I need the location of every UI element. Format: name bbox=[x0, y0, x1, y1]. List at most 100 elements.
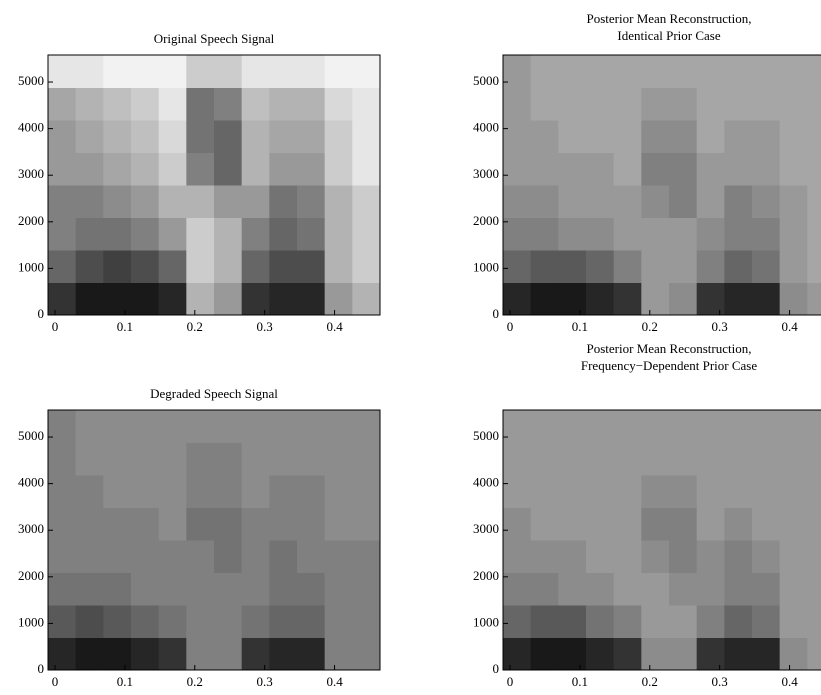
spectrogram-cell bbox=[558, 410, 587, 443]
x-tick-label: 0.1 bbox=[117, 674, 133, 689]
spectrogram-cell bbox=[641, 410, 670, 443]
spectrogram-cell bbox=[131, 572, 160, 606]
spectrogram-cell bbox=[503, 217, 532, 251]
spectrogram-cell bbox=[186, 282, 215, 316]
spectrogram-cell bbox=[297, 475, 326, 508]
spectrogram-cell bbox=[297, 540, 326, 573]
spectrogram-cell bbox=[214, 572, 243, 606]
spectrogram-cell bbox=[324, 475, 353, 508]
spectrogram-cell bbox=[669, 282, 698, 316]
spectrogram-cell bbox=[269, 605, 298, 638]
spectrogram-cell bbox=[241, 637, 270, 671]
spectrogram-cell bbox=[586, 55, 615, 88]
spectrogram-cell bbox=[269, 410, 298, 443]
x-tick-label: 0 bbox=[52, 674, 59, 689]
y-tick-label: 3000 bbox=[18, 166, 44, 181]
spectrogram-cell bbox=[669, 87, 698, 121]
spectrogram-cell bbox=[75, 185, 104, 218]
spectrogram-cell bbox=[530, 540, 559, 573]
spectrogram-cell bbox=[48, 605, 77, 638]
spectrogram-cell bbox=[269, 475, 298, 508]
spectrogram-cell bbox=[297, 185, 326, 218]
spectrogram-cell bbox=[530, 282, 559, 316]
spectrogram-cell bbox=[297, 282, 326, 316]
spectrogram-cell bbox=[186, 250, 215, 283]
spectrogram-cell bbox=[269, 540, 298, 573]
axes-frame bbox=[502, 54, 821, 316]
spectrogram-cell bbox=[75, 87, 104, 121]
spectrogram-cell bbox=[352, 217, 381, 251]
spectrogram-cell bbox=[297, 217, 326, 251]
x-tick-label: 0 bbox=[507, 319, 514, 334]
spectrogram-cell bbox=[269, 152, 298, 186]
spectrogram-cell bbox=[724, 507, 753, 541]
spectrogram-cell bbox=[48, 410, 77, 443]
x-tick-label: 0.4 bbox=[326, 674, 343, 689]
spectrogram-cell bbox=[75, 282, 104, 316]
spectrogram-cell bbox=[696, 540, 725, 573]
spectrogram-cell bbox=[530, 217, 559, 251]
spectrogram-cell bbox=[503, 185, 532, 218]
spectrogram-cell bbox=[131, 410, 160, 443]
spectrogram-cell bbox=[807, 637, 821, 671]
spectrogram-cell bbox=[103, 475, 132, 508]
spectrogram-cell bbox=[158, 152, 187, 186]
x-tick-label: 0.4 bbox=[781, 674, 798, 689]
spectrogram-cell bbox=[696, 217, 725, 251]
spectrogram-cell bbox=[297, 605, 326, 638]
spectrogram-cell bbox=[530, 185, 559, 218]
spectrogram-cell bbox=[269, 217, 298, 251]
spectrogram-cell bbox=[724, 55, 753, 88]
spectrogram-cell bbox=[613, 120, 642, 153]
spectrogram-cell bbox=[75, 410, 104, 443]
spectrogram-cell bbox=[530, 637, 559, 671]
spectrogram-cell bbox=[241, 55, 270, 88]
spectrogram-cell bbox=[158, 87, 187, 121]
spectrogram-cell bbox=[75, 540, 104, 573]
spectrogram-cell bbox=[779, 410, 808, 443]
spectrogram-cell bbox=[696, 605, 725, 638]
spectrogram-cell bbox=[214, 185, 243, 218]
spectrogram-cell bbox=[807, 410, 821, 443]
spectrogram-cell bbox=[586, 572, 615, 606]
spectrogram-cell bbox=[641, 637, 670, 671]
spectrogram-cell bbox=[214, 442, 243, 476]
spectrogram-cell bbox=[297, 637, 326, 671]
spectrogram-cell bbox=[503, 152, 532, 186]
panel-title: Posterior Mean Reconstruction, bbox=[587, 341, 752, 356]
y-tick-label: 0 bbox=[38, 661, 45, 676]
spectrogram-cell bbox=[75, 442, 104, 476]
spectrogram-cell bbox=[103, 152, 132, 186]
spectrogram-cell bbox=[214, 87, 243, 121]
spectrogram-cell bbox=[75, 605, 104, 638]
spectrogram-cell bbox=[186, 605, 215, 638]
spectrogram-cell bbox=[214, 250, 243, 283]
y-tick-label: 4000 bbox=[473, 120, 499, 135]
spectrogram-cell bbox=[752, 87, 781, 121]
spectrogram-cell bbox=[641, 572, 670, 606]
spectrogram-cell bbox=[324, 87, 353, 121]
spectrogram-cell bbox=[186, 410, 215, 443]
spectrogram-cell bbox=[186, 217, 215, 251]
spectrogram-cell bbox=[724, 410, 753, 443]
spectrogram-cell bbox=[779, 475, 808, 508]
y-tick-label: 4000 bbox=[18, 120, 44, 135]
spectrogram-cell bbox=[324, 637, 353, 671]
spectrogram-cell bbox=[324, 507, 353, 541]
spectrogram-cell bbox=[752, 475, 781, 508]
spectrogram-cell bbox=[503, 282, 532, 316]
spectrogram-cell bbox=[131, 152, 160, 186]
spectrogram-cell bbox=[158, 185, 187, 218]
panel: 0 0.1 0.2 0.3 0.4 0 1000 2000 3000 4000 5000 Poster… bbox=[473, 11, 821, 334]
x-tick-label: 0.4 bbox=[326, 319, 343, 334]
spectrogram-cell bbox=[103, 507, 132, 541]
spectrogram-cell bbox=[613, 442, 642, 476]
spectrogram-cell bbox=[324, 55, 353, 88]
y-tick-label: 0 bbox=[493, 661, 500, 676]
spectrogram-cell bbox=[558, 540, 587, 573]
spectrogram-cell bbox=[75, 475, 104, 508]
spectrogram-cell bbox=[558, 55, 587, 88]
spectrogram-cell bbox=[613, 282, 642, 316]
x-tick-label: 0.3 bbox=[712, 319, 728, 334]
spectrogram-cell bbox=[641, 282, 670, 316]
